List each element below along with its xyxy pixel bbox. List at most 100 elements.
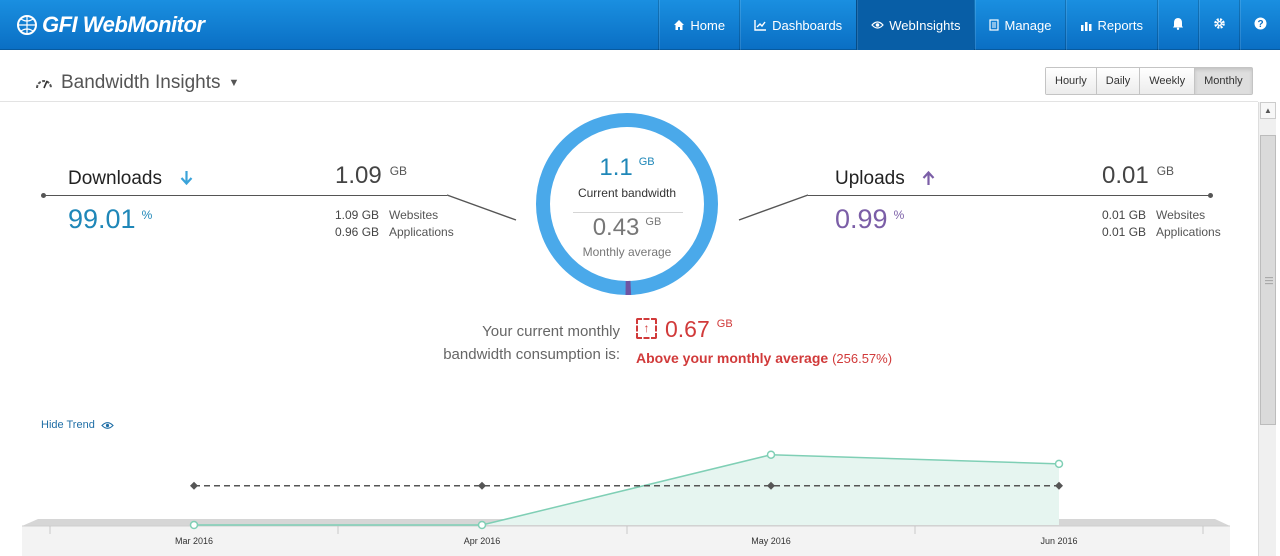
hide-trend-toggle[interactable]: Hide Trend — [41, 419, 114, 431]
upload-alert-icon: ↑ — [636, 318, 657, 339]
page-title-dropdown[interactable]: Bandwidth Insights ▼ — [35, 72, 239, 94]
bandwidth-ring — [536, 113, 718, 296]
scroll-up-arrow-icon[interactable]: ▲ — [1260, 102, 1276, 119]
logo-text: GFI WebMonitor — [42, 12, 205, 37]
hide-trend-label: Hide Trend — [41, 419, 95, 431]
ring-average-value-wrap: 0.43 GB — [560, 214, 694, 242]
ring-downloads-arc — [536, 113, 718, 295]
uploads-applications-row: 0.01 GB Applications — [1102, 225, 1221, 239]
app-logo[interactable]: GFI WebMonitor — [16, 11, 205, 39]
trend-average-point — [190, 481, 198, 490]
uploads-total: 0.01 GB — [1102, 162, 1174, 190]
uploads-websites-label: Websites — [1156, 208, 1206, 222]
bell-icon — [1172, 17, 1184, 33]
downloads-websites-value: 1.09 GB — [335, 208, 380, 222]
help-button[interactable]: ? — [1239, 0, 1280, 50]
downloads-total: 1.09 GB — [335, 162, 407, 190]
ring-current-label: Current bandwidth — [577, 186, 677, 200]
top-navbar: GFI WebMonitor Home Dashboards WebInsigh… — [0, 0, 1280, 50]
trend-average-series — [190, 481, 1063, 490]
vertical-scrollbar[interactable]: ▲ — — — — [1258, 102, 1276, 556]
grip-icon: — — — — [1265, 273, 1273, 288]
nav-home-label: Home — [690, 17, 726, 33]
ring-average-unit: GB — [645, 216, 662, 228]
downloads-percent: 99.01% — [68, 204, 152, 235]
period-daily[interactable]: Daily — [1095, 68, 1140, 94]
trend-average-point — [1055, 481, 1063, 490]
settings-button[interactable] — [1198, 0, 1239, 50]
uploads-applications-label: Applications — [1156, 225, 1221, 239]
nav-dashboards[interactable]: Dashboards — [739, 0, 856, 50]
trend-line — [194, 453, 1060, 526]
help-icon: ? — [1254, 17, 1267, 33]
chevron-down-icon: ▼ — [228, 77, 240, 89]
speed-gauge-icon — [35, 76, 53, 90]
consumption-note-text: Above your monthly average — [636, 350, 829, 366]
downloads-websites-row: 1.09 GB Websites — [335, 208, 438, 222]
nav-manage[interactable]: Manage — [974, 0, 1065, 50]
downloads-applications-label: Applications — [389, 225, 454, 239]
ring-average-label: Monthly average — [582, 245, 672, 259]
trend-average-point — [767, 481, 775, 490]
consumption-note: Above your monthly average (256.57%) — [636, 350, 892, 366]
bar-chart-icon — [1080, 20, 1092, 31]
dashboard-chart-icon — [754, 19, 767, 31]
downloads-total-value: 1.09 — [335, 162, 382, 189]
downloads-applications-value: 0.96 GB — [335, 225, 380, 239]
uploads-websites-value: 0.01 GB — [1102, 208, 1147, 222]
uploads-title: Uploads — [835, 168, 905, 189]
trend-baseline — [22, 519, 1230, 556]
trend-tick-label: May 2016 — [751, 536, 791, 546]
uploads-percent: 0.99% — [835, 204, 904, 235]
globe-logo-icon — [16, 14, 38, 36]
page-title: Bandwidth Insights — [61, 72, 221, 93]
document-icon — [989, 19, 1000, 31]
notifications-button[interactable] — [1157, 0, 1198, 50]
scroll-thumb[interactable]: — — — — [1260, 135, 1276, 425]
nav-webinsights[interactable]: WebInsights — [856, 0, 975, 50]
uploads-percent-value: 0.99 — [835, 204, 888, 234]
ring-current-unit: GB — [638, 156, 655, 168]
nav-reports-label: Reports — [1097, 17, 1143, 33]
trend-area-fill — [194, 454, 1059, 525]
consumption-value-number: 0.67 — [665, 316, 710, 342]
trend-point — [189, 520, 199, 530]
home-icon — [673, 19, 685, 31]
gear-icon — [1213, 17, 1226, 33]
uploads-percent-unit: % — [893, 208, 905, 222]
download-arrow-icon — [180, 170, 193, 190]
period-selector: Hourly Daily Weekly Monthly — [1045, 67, 1253, 95]
downloads-websites-label: Websites — [389, 208, 439, 222]
eye-icon — [871, 20, 885, 30]
trend-average-point — [478, 481, 486, 490]
uploads-connector — [738, 194, 809, 221]
downloads-title: Downloads — [68, 168, 162, 189]
period-weekly[interactable]: Weekly — [1139, 68, 1195, 94]
ring-average: 0.43 GB Monthly average — [560, 214, 694, 259]
nav-home[interactable]: Home — [658, 0, 739, 50]
upload-arrow-icon — [922, 170, 935, 190]
trend-point — [1054, 459, 1064, 469]
period-hourly[interactable]: Hourly — [1046, 68, 1096, 94]
consumption-value-unit: GB — [716, 318, 733, 330]
svg-text:?: ? — [1257, 19, 1263, 30]
downloads-total-unit: GB — [389, 164, 408, 178]
nav-webinsights-label: WebInsights — [889, 17, 961, 33]
uploads-divider — [808, 195, 1210, 196]
consumption-note-pct: (256.57%) — [832, 351, 893, 366]
consumption-value: 0.67 GB — [665, 316, 733, 343]
period-monthly[interactable]: Monthly — [1194, 68, 1252, 94]
trend-point — [766, 450, 776, 459]
uploads-line-dot — [1208, 193, 1213, 198]
nav-dashboards-label: Dashboards — [772, 17, 843, 33]
page-header: Bandwidth Insights ▼ Hourly Daily Weekly… — [0, 50, 1258, 102]
downloads-divider — [43, 195, 447, 196]
ring-average-value: 0.43 — [592, 214, 640, 241]
nav-reports[interactable]: Reports — [1065, 0, 1157, 50]
trend-series — [189, 450, 1064, 530]
uploads-total-unit: GB — [1156, 164, 1175, 178]
ring-current-value: 1.1 — [599, 154, 633, 181]
trend-point — [477, 520, 487, 530]
consumption-label-line2: bandwidth consumption is: — [443, 346, 620, 363]
trend-tick-label: Apr 2016 — [464, 536, 501, 546]
